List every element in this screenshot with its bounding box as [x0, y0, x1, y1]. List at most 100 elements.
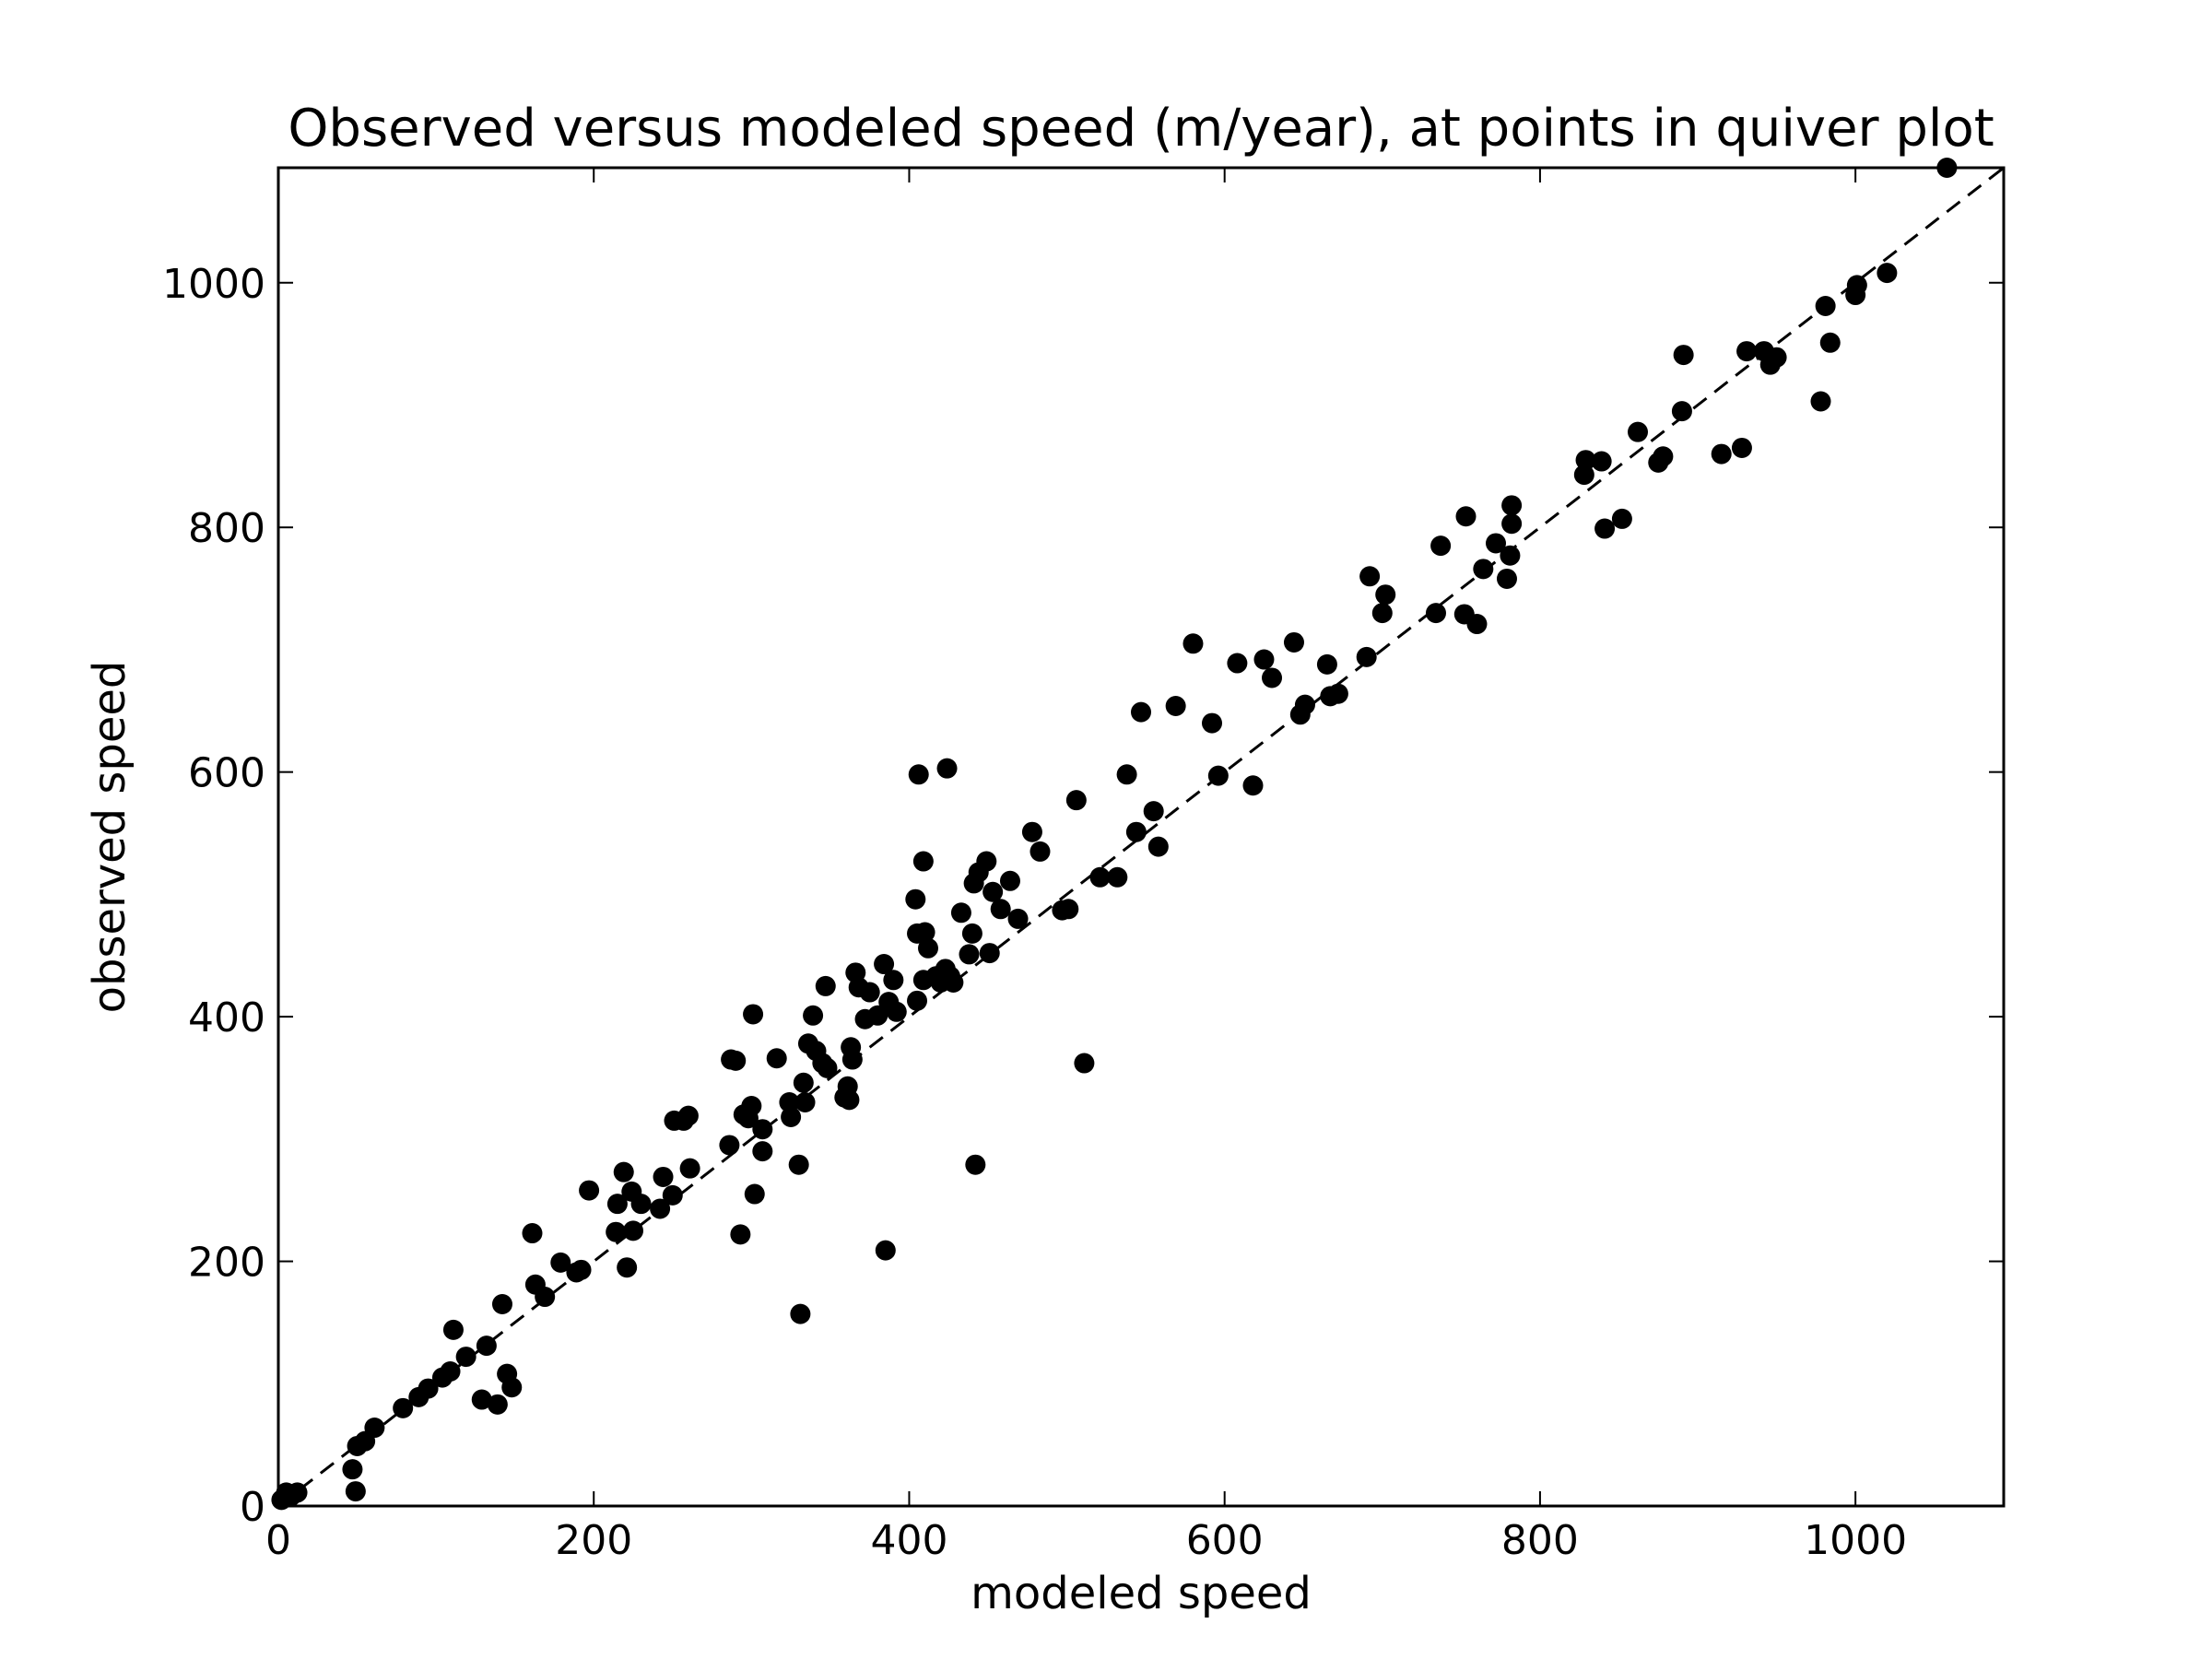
- data-point: [1711, 443, 1732, 465]
- data-point: [471, 1389, 492, 1410]
- data-point: [752, 1141, 773, 1162]
- data-point: [1591, 451, 1612, 472]
- data-point: [1116, 764, 1137, 785]
- data-point: [1283, 631, 1304, 653]
- data-point: [961, 923, 982, 944]
- data-points: [271, 158, 1958, 1511]
- x-axis-ticks: 0 200 400 600 800 1000: [265, 168, 1907, 1564]
- data-point: [1430, 535, 1452, 557]
- data-point: [788, 1154, 809, 1175]
- y-tick-label: 200: [188, 1240, 265, 1287]
- chart-title: Observed versus modeled speed (m/year), …: [288, 99, 1994, 159]
- data-point: [841, 1049, 863, 1070]
- data-point: [1359, 566, 1381, 587]
- data-point: [965, 1154, 986, 1175]
- data-point: [606, 1194, 628, 1215]
- data-point: [606, 1221, 627, 1242]
- data-point: [442, 1319, 464, 1340]
- data-point: [345, 1481, 366, 1502]
- data-point: [1007, 908, 1029, 929]
- x-tick-label: 800: [1501, 1517, 1579, 1564]
- data-point: [793, 1072, 814, 1093]
- data-point: [859, 982, 880, 1003]
- data-point: [579, 1180, 600, 1201]
- data-point: [1500, 545, 1521, 566]
- data-point: [491, 1294, 512, 1315]
- data-point: [501, 1377, 523, 1398]
- data-point: [1611, 508, 1632, 529]
- data-point: [1316, 653, 1337, 675]
- data-point: [1131, 701, 1151, 723]
- data-point: [455, 1347, 477, 1368]
- data-point: [1294, 694, 1315, 715]
- data-point: [779, 1092, 800, 1113]
- data-point: [1653, 446, 1674, 467]
- data-point: [790, 1303, 811, 1324]
- data-point: [1074, 1053, 1095, 1074]
- data-point: [1021, 821, 1042, 842]
- data-point: [883, 970, 904, 991]
- data-point: [1327, 683, 1348, 704]
- data-point: [1089, 866, 1111, 888]
- data-point: [287, 1482, 308, 1503]
- data-point: [936, 758, 958, 779]
- data-point: [1846, 275, 1867, 296]
- data-point: [364, 1418, 385, 1439]
- data-point: [1107, 866, 1128, 888]
- data-point: [741, 1095, 762, 1116]
- data-point: [752, 1119, 773, 1140]
- data-point: [874, 954, 895, 975]
- data-point: [817, 1057, 838, 1078]
- data-point: [617, 1257, 638, 1278]
- data-point: [418, 1378, 439, 1399]
- data-point: [393, 1397, 414, 1418]
- data-point: [1766, 347, 1787, 368]
- data-point: [630, 1194, 652, 1215]
- data-point: [1815, 295, 1836, 316]
- data-point: [730, 1224, 751, 1245]
- data-point: [744, 1183, 765, 1205]
- data-point: [650, 1198, 671, 1219]
- data-point: [1671, 401, 1692, 422]
- data-point: [999, 870, 1020, 891]
- x-tick-label: 0: [265, 1517, 291, 1564]
- data-point: [550, 1252, 571, 1273]
- data-point: [1473, 559, 1494, 580]
- data-point: [982, 881, 1004, 902]
- data-point: [1936, 158, 1958, 178]
- data-point: [677, 1105, 699, 1126]
- data-point: [1425, 603, 1446, 624]
- data-point: [1375, 584, 1396, 606]
- data-point: [487, 1394, 508, 1415]
- data-point: [535, 1287, 556, 1308]
- data-point: [1143, 801, 1164, 822]
- data-point: [1058, 899, 1079, 920]
- data-point: [1207, 765, 1229, 786]
- data-point: [1877, 263, 1898, 284]
- data-point: [1466, 614, 1488, 635]
- data-point: [1227, 653, 1248, 674]
- data-point: [1147, 836, 1169, 857]
- data-point: [1731, 437, 1752, 458]
- data-point: [1673, 345, 1694, 366]
- y-tick-label: 0: [240, 1484, 265, 1531]
- x-tick-label: 1000: [1804, 1517, 1907, 1564]
- data-point: [815, 975, 836, 996]
- data-point: [522, 1223, 543, 1244]
- data-point: [1575, 450, 1596, 471]
- data-point: [719, 1135, 740, 1156]
- data-point: [1496, 568, 1517, 589]
- data-point: [1736, 341, 1758, 362]
- data-point: [476, 1335, 497, 1357]
- data-point: [662, 1184, 683, 1206]
- data-point: [1501, 495, 1523, 516]
- data-point: [1125, 821, 1147, 842]
- data-point: [653, 1166, 674, 1187]
- data-point: [907, 990, 928, 1011]
- data-point: [613, 1161, 634, 1182]
- data-point: [1065, 790, 1087, 811]
- data-point: [875, 1240, 896, 1261]
- data-point: [623, 1220, 644, 1241]
- data-point: [1202, 712, 1223, 734]
- y-tick-label: 800: [188, 505, 265, 552]
